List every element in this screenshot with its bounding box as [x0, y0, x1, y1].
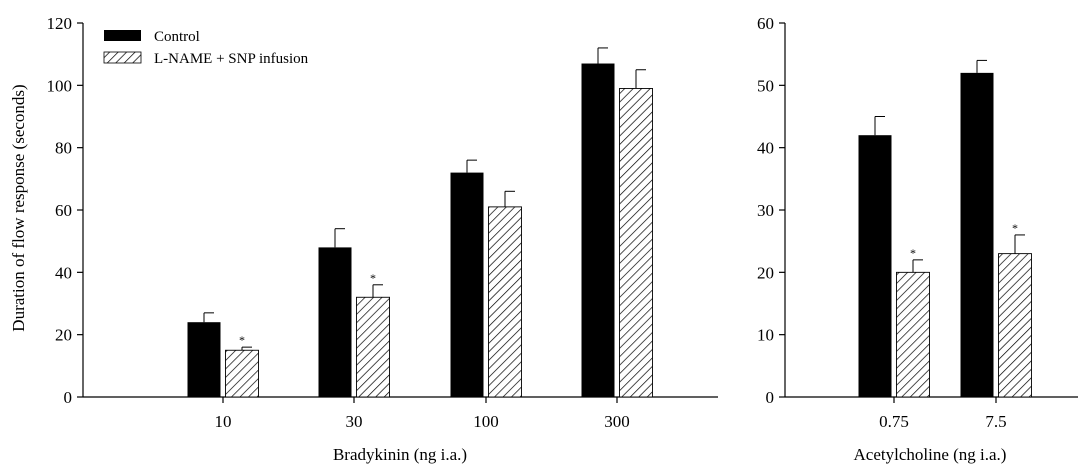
y-ticks: 0 10 20 30 40 50 60 [757, 14, 785, 407]
legend-label-lname-snp: L-NAME + SNP infusion [154, 51, 309, 67]
bar-control-30 [318, 247, 352, 397]
y-tick-label: 40 [757, 139, 774, 158]
bar-control-100 [450, 172, 484, 397]
legend: Control L-NAME + SNP infusion [103, 29, 309, 67]
bar-control-300 [581, 63, 615, 398]
y-tick-label: 40 [55, 263, 72, 282]
x-tick-label: 300 [604, 412, 630, 431]
significance-mark: * [370, 271, 376, 285]
x-tick-label: 10 [215, 412, 232, 431]
bar-lname-snp-0.75 [896, 271, 930, 398]
y-tick-label: 10 [757, 326, 774, 345]
x-tick-label: 30 [346, 412, 363, 431]
y-tick-label: 0 [766, 388, 775, 407]
bar-lname-snp-100 [488, 206, 522, 398]
y-tick-label: 80 [55, 139, 72, 158]
significance-mark: * [910, 246, 916, 260]
x-ticks: 0.75 7.5 [879, 397, 1007, 431]
legend-swatch-control [104, 30, 141, 41]
y-tick-label: 60 [757, 14, 774, 33]
significance-mark: * [239, 333, 245, 347]
bars: ** [858, 59, 1032, 398]
y-tick-label: 60 [55, 201, 72, 220]
y-ticks: 0 20 40 60 80 100 120 [47, 14, 83, 407]
bars: ** [187, 47, 653, 398]
bar-control-10 [187, 322, 221, 397]
bar-lname-snp-7.5 [998, 253, 1032, 398]
x-tick-label: 7.5 [985, 412, 1006, 431]
significance-mark: * [1012, 221, 1018, 235]
bar-control-7.5 [960, 72, 994, 397]
legend-label-control: Control [154, 29, 200, 45]
y-tick-label: 20 [55, 326, 72, 345]
x-tick-label: 100 [473, 412, 499, 431]
bar-lname-snp-30 [356, 296, 390, 398]
y-tick-label: 120 [47, 14, 73, 33]
x-ticks: 10 30 100 300 [215, 397, 630, 431]
y-tick-label: 0 [64, 388, 73, 407]
x-axis-label: Bradykinin (ng i.a.) [333, 445, 467, 464]
legend-swatch-lname-snp [103, 51, 142, 64]
bar-lname-snp-300 [619, 87, 653, 398]
y-tick-label: 20 [757, 263, 774, 282]
x-tick-label: 0.75 [879, 412, 909, 431]
bar-control-0.75 [858, 135, 892, 397]
y-tick-label: 50 [757, 76, 774, 95]
y-tick-label: 100 [47, 76, 73, 95]
x-axis-label: Acetylcholine (ng i.a.) [854, 445, 1007, 464]
bar-lname-snp-10 [225, 349, 259, 398]
y-tick-label: 30 [757, 201, 774, 220]
y-axis-label: Duration of flow response (seconds) [9, 84, 28, 331]
